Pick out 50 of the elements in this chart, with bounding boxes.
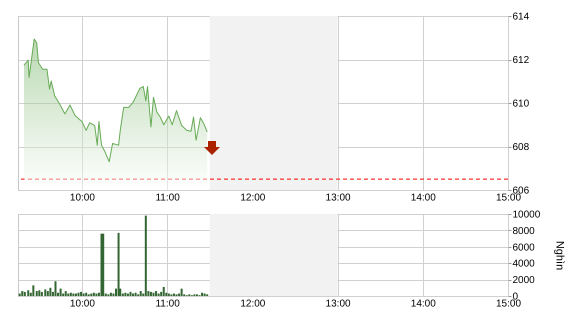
bar <box>46 291 49 296</box>
bar <box>70 292 72 296</box>
bar <box>54 281 56 296</box>
bar <box>32 285 34 296</box>
x-tick-label: 11:00 <box>155 298 180 310</box>
x-tick-label: 14:00 <box>410 192 436 204</box>
bar <box>144 216 147 296</box>
bar <box>124 292 126 296</box>
bar <box>40 292 43 296</box>
x-tick-label: 13:00 <box>326 298 352 310</box>
y-tick-label: 608 <box>512 142 530 153</box>
bar <box>150 292 152 296</box>
bar <box>162 286 165 296</box>
bar <box>24 292 26 296</box>
bar <box>110 292 112 296</box>
y-tick-label: 8000 <box>512 226 536 237</box>
bar <box>78 292 80 296</box>
bar <box>155 291 158 296</box>
bar <box>49 288 52 296</box>
y-tick-label: 612 <box>512 55 530 66</box>
bar <box>80 292 82 296</box>
bar <box>38 290 40 296</box>
x-tick-label: 12:00 <box>240 298 266 310</box>
bar <box>60 288 62 296</box>
bar <box>27 290 30 296</box>
y-axis-title: Nghìn <box>553 240 566 270</box>
bar <box>44 289 46 296</box>
y-tick-label: 6000 <box>512 242 536 254</box>
x-tick-label: 10:00 <box>70 298 96 310</box>
x-tick-label: 11:00 <box>155 192 180 204</box>
y-tick-label: 614 <box>512 12 530 22</box>
bar <box>134 292 137 296</box>
bar <box>152 292 154 296</box>
bar <box>85 292 88 296</box>
y-tick-label: 610 <box>512 98 530 110</box>
bar <box>201 292 204 296</box>
bar <box>92 292 95 296</box>
bar <box>21 291 24 296</box>
x-tick-label: 14:00 <box>410 298 436 310</box>
x-tick-label: 13:00 <box>326 192 352 204</box>
y-tick-label: 4000 <box>512 258 536 270</box>
bar <box>180 288 183 296</box>
bar <box>118 232 120 296</box>
bar <box>64 291 67 296</box>
x-tick-label: 10:00 <box>70 192 96 204</box>
y-tick-label: 10000 <box>512 210 541 220</box>
bar <box>129 292 132 296</box>
bar <box>140 291 142 296</box>
y-tick-label: 2000 <box>512 275 536 286</box>
x-tick-label: 12:00 <box>240 192 266 204</box>
